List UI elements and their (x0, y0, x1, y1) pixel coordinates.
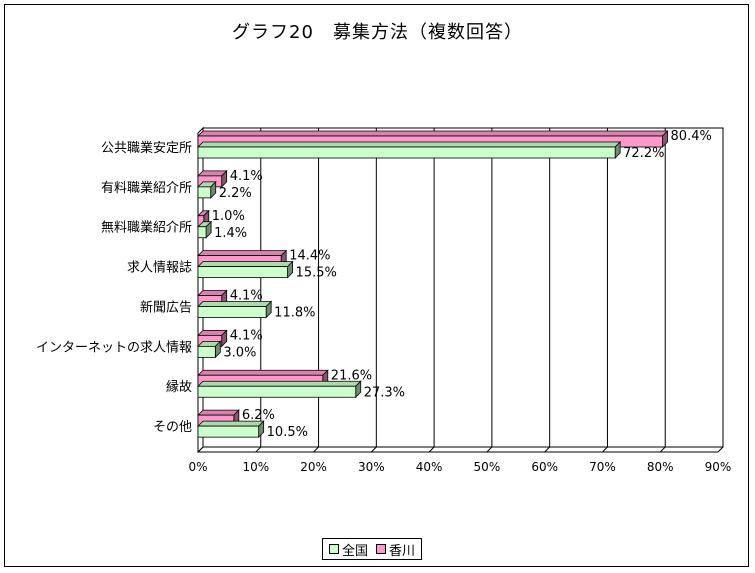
bar-kagawa-top (197, 409, 240, 416)
data-label-national: 72.2% (623, 146, 664, 161)
data-label-kagawa: 4.1% (230, 169, 263, 184)
bar-national (197, 306, 267, 318)
floor-line (602, 446, 608, 453)
bar-national-top (197, 261, 294, 268)
category-label: 無料職業紹介所 (101, 220, 192, 236)
floor-line (428, 446, 435, 453)
floor-line (544, 446, 551, 453)
data-label-national: 27.3% (364, 385, 405, 400)
floor-line (486, 446, 493, 453)
bar-national-top (197, 141, 622, 148)
chart-title: グラフ20 募集方法（複数回答） (232, 22, 523, 43)
data-label-kagawa: 1.0% (212, 209, 245, 224)
bar-kagawa-top (197, 250, 288, 257)
legend-label-national: 全国 (342, 543, 369, 559)
bar-national (197, 186, 212, 199)
x-tick-label: 90% (705, 460, 732, 474)
data-label-national: 1.4% (214, 226, 247, 241)
category-label: 求人情報誌 (127, 260, 192, 276)
data-label-national: 3.0% (223, 345, 256, 360)
x-tick-label: 50% (474, 460, 501, 474)
data-label-national: 15.5% (296, 266, 337, 281)
legend-swatch-national (329, 544, 339, 554)
plot-back-wall (202, 127, 724, 448)
category-label: その他 (153, 420, 192, 435)
x-tick-label: 20% (300, 460, 327, 474)
x-tick-label: 40% (416, 460, 443, 474)
data-label-kagawa: 14.4% (289, 249, 330, 264)
data-label-kagawa: 6.2% (242, 408, 275, 423)
bar-kagawa-top (197, 369, 329, 376)
bar-national (197, 425, 260, 438)
data-label-kagawa: 80.4% (671, 129, 712, 144)
bar-national (197, 266, 288, 279)
data-label-national: 11.8% (274, 306, 315, 321)
legend: 全国 香川 (322, 538, 423, 560)
bar-national (197, 146, 616, 159)
floor-line (717, 446, 724, 453)
data-label-national: 10.5% (267, 425, 308, 440)
floor-line (313, 446, 319, 453)
x-tick-label: 60% (531, 460, 558, 474)
bar-national (197, 226, 207, 239)
floor-line (255, 446, 262, 453)
category-label: インターネットの求人情報 (36, 340, 192, 355)
x-tick-label: 0% (188, 460, 207, 474)
x-tick-label: 80% (647, 460, 674, 474)
floor-line (659, 446, 666, 453)
x-tick-label: 30% (358, 460, 385, 474)
legend-item-kagawa: 香川 (376, 540, 415, 559)
data-label-national: 2.2% (219, 186, 252, 201)
data-label-kagawa: 21.6% (331, 368, 372, 383)
data-label-kagawa: 4.1% (230, 289, 263, 304)
x-tick-label: 10% (242, 460, 269, 474)
x-tick-label: 70% (589, 460, 616, 474)
category-label: 新聞広告 (140, 299, 192, 315)
category-label: 有料職業紹介所 (101, 180, 192, 196)
legend-label-kagawa: 香川 (389, 543, 416, 559)
floor-line (370, 446, 377, 453)
bar-kagawa-top (197, 130, 669, 137)
legend-swatch-kagawa (376, 544, 387, 554)
bar-national (197, 385, 357, 398)
bar-national (197, 345, 216, 358)
category-label: 縁故 (166, 379, 192, 395)
data-label-kagawa: 4.1% (230, 328, 263, 343)
legend-item-national: 全国 (329, 540, 368, 559)
category-label: 公共職業安定所 (101, 140, 192, 156)
